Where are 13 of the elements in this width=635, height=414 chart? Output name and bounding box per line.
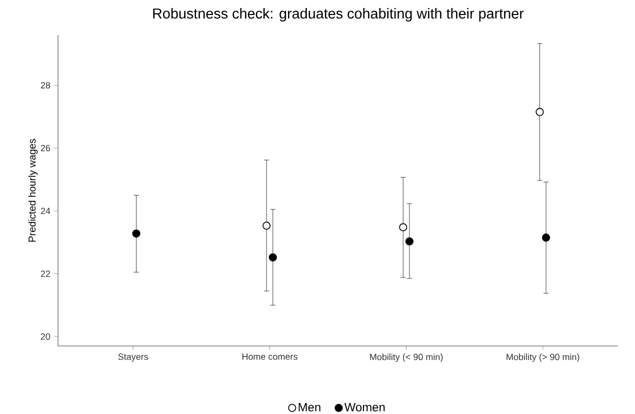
y-tick-label: 20 [40, 333, 50, 340]
x-tick-label: Mobility (> 90 min) [506, 354, 580, 362]
y-axis-title: Predicted hourly wages [28, 138, 38, 242]
x-tick-label: Home comers [242, 354, 298, 360]
y-tick-label: 26 [40, 144, 50, 152]
y-tick-label: 24 [40, 208, 50, 214]
y-tick-label: 28 [40, 82, 50, 88]
x-tick-label: Stayers [118, 354, 148, 362]
legend-label: Men [298, 403, 320, 412]
x-tick-label: Mobility (< 90 min) [370, 354, 443, 362]
legend-label: Women [344, 403, 385, 412]
y-tick-label: 22 [40, 270, 50, 277]
chart-title: Robustness check: graduates cohabiting with their partner [153, 8, 524, 22]
